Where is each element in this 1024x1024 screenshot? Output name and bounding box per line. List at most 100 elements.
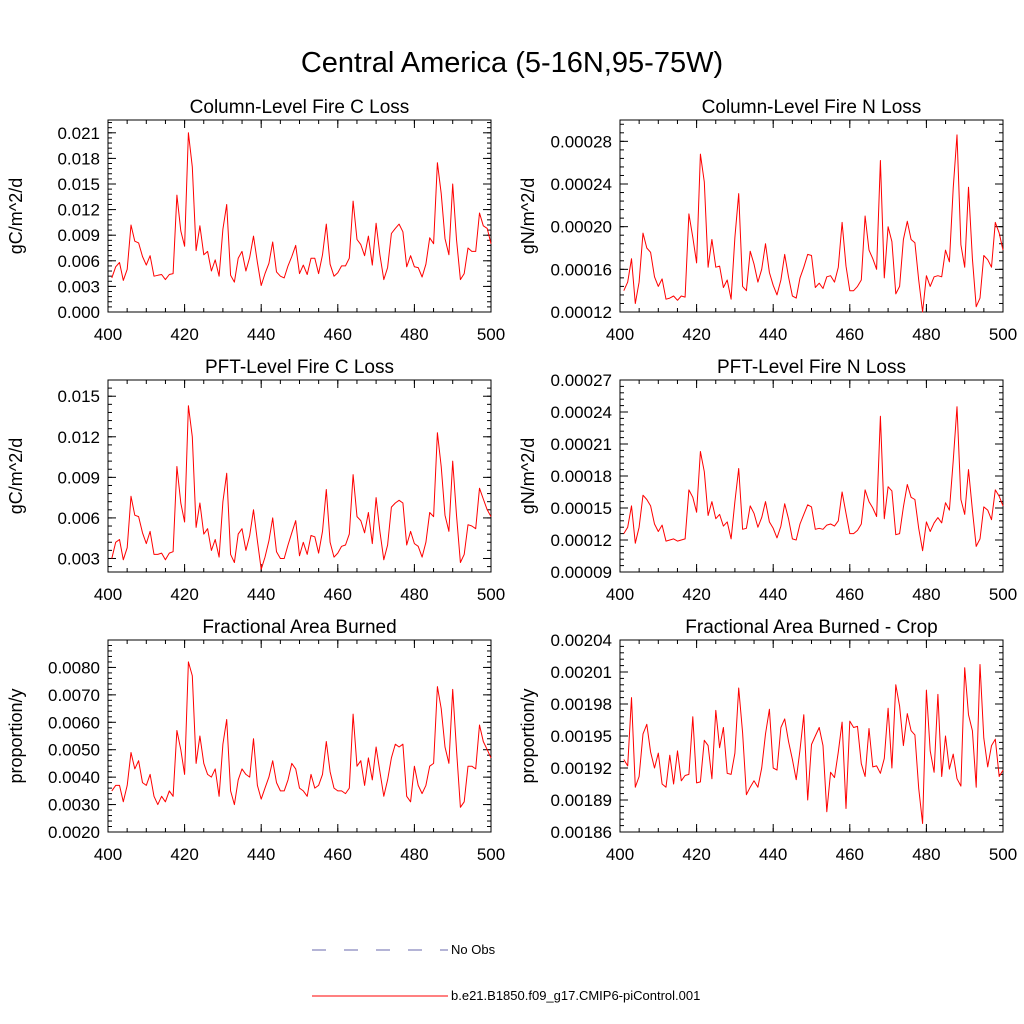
panel-6-y-tick-label: 0.00198 bbox=[551, 695, 612, 714]
panel-2-frame bbox=[619, 119, 1004, 313]
panel-1-y-tick-label: 0.018 bbox=[57, 149, 100, 168]
panel-5-y-tick-label: 0.0070 bbox=[48, 686, 100, 705]
panel-3-frame bbox=[107, 379, 492, 573]
panel-3-y-tick-label: 0.015 bbox=[57, 387, 100, 406]
panel-4-y-tick-label: 0.00015 bbox=[551, 499, 612, 518]
panel-6-series-line bbox=[623, 664, 1004, 824]
panel-5-x-tick-label: 400 bbox=[94, 845, 122, 864]
panel-6-ylabel: proportion/y bbox=[518, 688, 538, 783]
panel-3: PFT-Level Fire C Loss gC/m^2/d 400 420 440 46… bbox=[6, 357, 505, 604]
panel-5-x-tick-label: 460 bbox=[324, 845, 352, 864]
panel-5-y-tick-label: 0.0040 bbox=[48, 768, 100, 787]
panel-3-y-tick-label: 0.009 bbox=[57, 468, 100, 487]
panel-5-x-tick-label: 440 bbox=[247, 845, 275, 864]
panel-4-frame bbox=[619, 379, 1004, 573]
panel-6-y-tick-label: 0.00189 bbox=[551, 791, 612, 810]
panel-5-y-tick-label: 0.0050 bbox=[48, 741, 100, 760]
panel-1-x-tick-label: 420 bbox=[170, 325, 198, 344]
panel-2-x-tick-label: 500 bbox=[989, 325, 1017, 344]
panel-2-x-tick-label: 460 bbox=[836, 325, 864, 344]
panel-1-y-tick-label: 0.003 bbox=[57, 277, 100, 296]
panel-5-x-tick-label: 500 bbox=[477, 845, 505, 864]
panel-4-x-tick-label: 500 bbox=[989, 585, 1017, 604]
panel-2-x-tick-label: 400 bbox=[606, 325, 634, 344]
panel-4-x-tick-label: 480 bbox=[912, 585, 940, 604]
panel-6-x-tick-label: 420 bbox=[682, 845, 710, 864]
panel-3-x-tick-label: 420 bbox=[170, 585, 198, 604]
figure-title: Central America (5-16N,95-75W) bbox=[301, 47, 723, 79]
panel-2-series-line bbox=[623, 134, 1004, 313]
panel-2-x-tick-label: 480 bbox=[912, 325, 940, 344]
panel-6-y-tick-label: 0.00195 bbox=[551, 727, 612, 746]
panel-1-x-tick-label: 480 bbox=[400, 325, 428, 344]
panel-1-y-tick-label: 0.000 bbox=[57, 303, 100, 322]
panel-6-x-tick-label: 500 bbox=[989, 845, 1017, 864]
panel-1-y-tick-label: 0.015 bbox=[57, 175, 100, 194]
panel-3-x-tick-label: 440 bbox=[247, 585, 275, 604]
panel-6-y-tick-label: 0.00192 bbox=[551, 759, 612, 778]
panel-3-y-tick-label: 0.003 bbox=[57, 549, 100, 568]
panel-1-series-line bbox=[111, 132, 492, 286]
legend: No Obs b.e21.B1850.f09_g17.CMIP6-piContr… bbox=[312, 942, 700, 1003]
panel-3-x-tick-label: 460 bbox=[324, 585, 352, 604]
panel-2-x-tick-label: 440 bbox=[759, 325, 787, 344]
panel-6-y-tick-label: 0.00186 bbox=[551, 823, 612, 842]
panel-5-y-tick-label: 0.0060 bbox=[48, 713, 100, 732]
panel-5: Fractional Area Burned proportion/y 400 420… bbox=[6, 617, 505, 864]
panel-4-y-tick-label: 0.00018 bbox=[551, 467, 612, 486]
panel-2: Column-Level Fire N Loss gN/m^2/d 400 420 44… bbox=[518, 97, 1017, 344]
panel-1: Column-Level Fire C Loss gC/m^2/d 400 420 44… bbox=[6, 97, 505, 344]
panel-3-ylabel: gC/m^2/d bbox=[6, 438, 26, 514]
panel-3-x-tick-label: 480 bbox=[400, 585, 428, 604]
panel-2-y-tick-label: 0.00016 bbox=[551, 260, 612, 279]
panel-5-y-tick-label: 0.0030 bbox=[48, 796, 100, 815]
panel-1-y-tick-label: 0.006 bbox=[57, 252, 100, 271]
panel-4-ylabel: gN/m^2/d bbox=[518, 438, 538, 514]
panel-2-ylabel: gN/m^2/d bbox=[518, 178, 538, 254]
panel-1-y-tick-label: 0.012 bbox=[57, 201, 100, 220]
panel-5-title: Fractional Area Burned bbox=[202, 617, 396, 638]
panel-1-x-tick-label: 440 bbox=[247, 325, 275, 344]
panel-2-y-tick-label: 0.00024 bbox=[551, 175, 612, 194]
panel-1-x-tick-label: 500 bbox=[477, 325, 505, 344]
panel-4-y-tick-label: 0.00027 bbox=[551, 371, 612, 390]
panel-5-x-tick-label: 420 bbox=[170, 845, 198, 864]
panel-5-series-line bbox=[111, 661, 492, 808]
panel-3-title: PFT-Level Fire C Loss bbox=[205, 357, 394, 378]
panel-1-y-tick-label: 0.009 bbox=[57, 226, 100, 245]
panel-3-x-tick-label: 500 bbox=[477, 585, 505, 604]
panel-5-frame bbox=[107, 639, 492, 833]
panel-2-title: Column-Level Fire N Loss bbox=[702, 97, 922, 118]
panel-2-y-tick-label: 0.00012 bbox=[551, 303, 612, 322]
panel-1-x-tick-label: 400 bbox=[94, 325, 122, 344]
panel-1-x-tick-label: 460 bbox=[324, 325, 352, 344]
panel-2-y-tick-label: 0.00020 bbox=[551, 218, 612, 237]
panel-1-frame bbox=[107, 119, 492, 313]
panel-6-y-tick-label: 0.00204 bbox=[551, 631, 612, 650]
panel-4-x-tick-label: 440 bbox=[759, 585, 787, 604]
panel-4-x-tick-label: 400 bbox=[606, 585, 634, 604]
panel-3-y-tick-label: 0.006 bbox=[57, 509, 100, 528]
panel-6-title: Fractional Area Burned - Crop bbox=[685, 617, 937, 638]
panel-1-title: Column-Level Fire C Loss bbox=[190, 97, 410, 118]
panel-4-y-tick-label: 0.00012 bbox=[551, 531, 612, 550]
panel-3-x-tick-label: 400 bbox=[94, 585, 122, 604]
panel-4-x-tick-label: 420 bbox=[682, 585, 710, 604]
panel-6-x-tick-label: 480 bbox=[912, 845, 940, 864]
panel-4-title: PFT-Level Fire N Loss bbox=[717, 357, 906, 378]
panel-3-series-line bbox=[111, 405, 492, 570]
panel-1-y-tick-label: 0.021 bbox=[57, 124, 100, 143]
panel-4-x-tick-label: 460 bbox=[836, 585, 864, 604]
panels: Column-Level Fire C Loss gC/m^2/d 400 420 44… bbox=[6, 97, 1017, 864]
panel-2-x-tick-label: 420 bbox=[682, 325, 710, 344]
panel-5-x-tick-label: 480 bbox=[400, 845, 428, 864]
panel-5-y-tick-label: 0.0080 bbox=[48, 658, 100, 677]
panel-4-y-tick-label: 0.00024 bbox=[551, 403, 612, 422]
panel-4-series-line bbox=[623, 406, 1004, 552]
panel-6-x-tick-label: 440 bbox=[759, 845, 787, 864]
legend-label-no-obs: No Obs bbox=[451, 942, 496, 957]
panel-3-y-tick-label: 0.012 bbox=[57, 428, 100, 447]
panel-6: Fractional Area Burned - Crop proportion/… bbox=[518, 617, 1017, 864]
panel-5-ylabel: proportion/y bbox=[6, 688, 26, 783]
